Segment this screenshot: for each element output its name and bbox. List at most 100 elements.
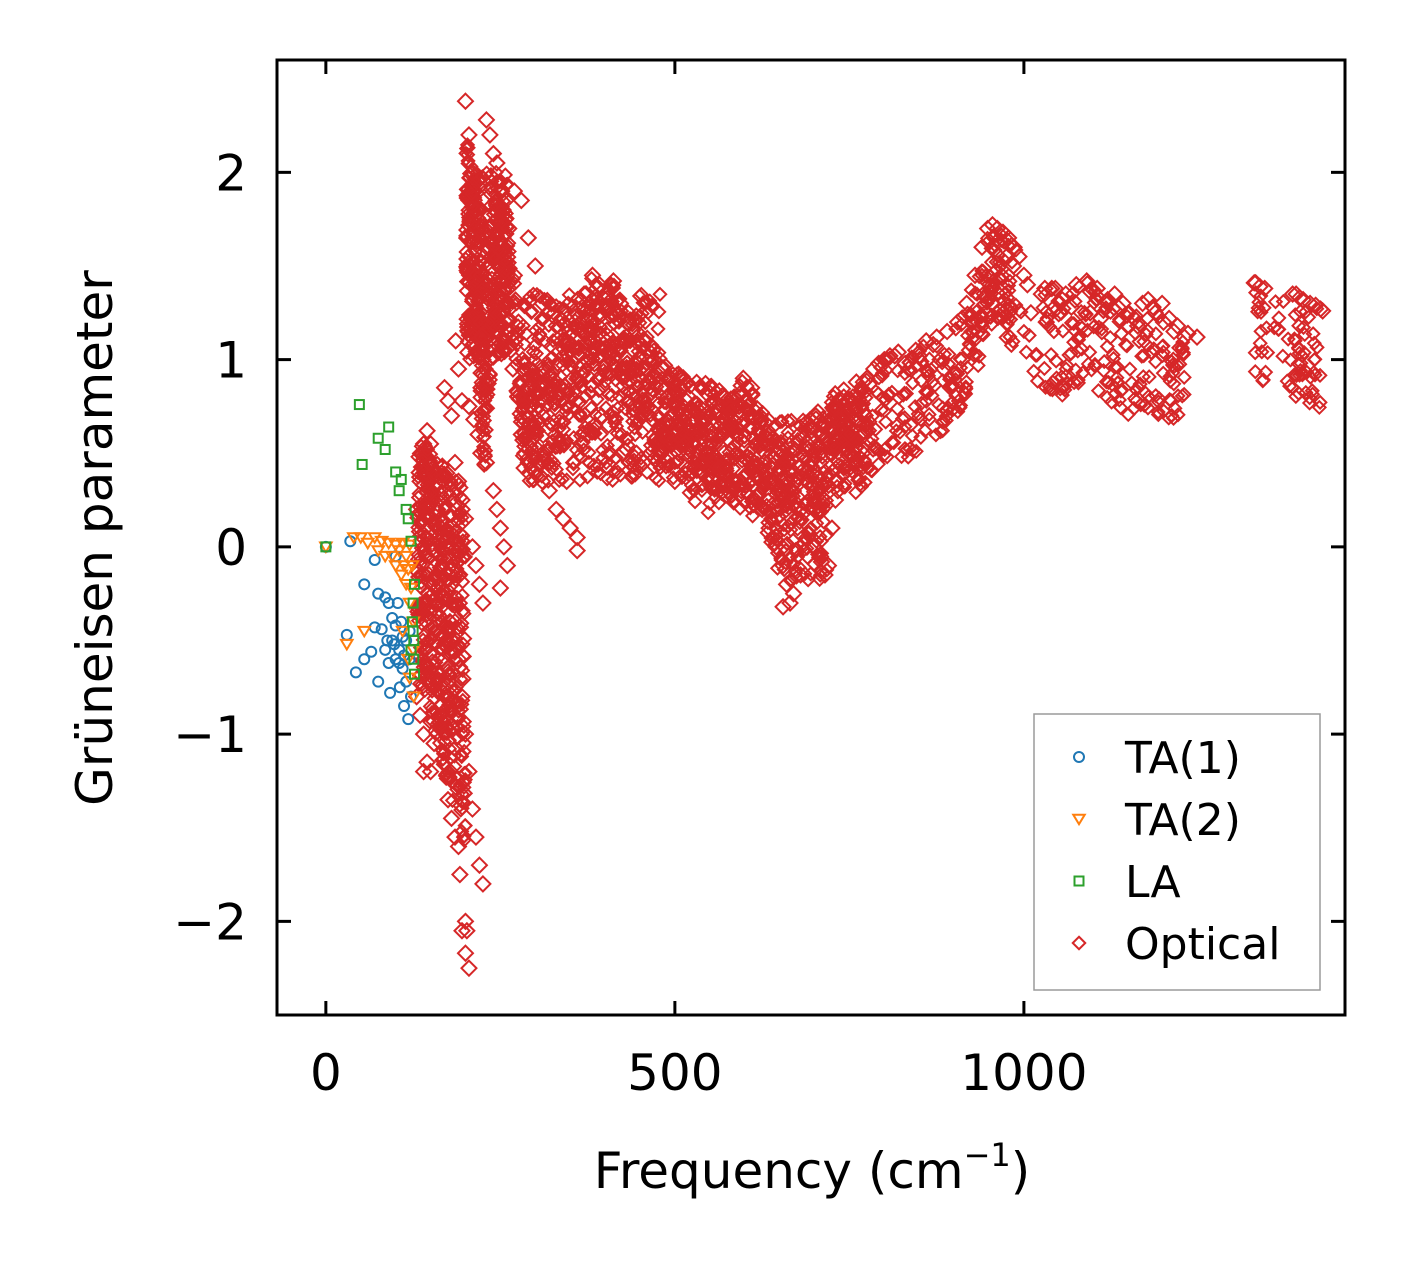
optical-point (487, 500, 506, 519)
ta1-point (365, 645, 378, 658)
optical-point (431, 559, 447, 576)
optical-point (604, 340, 620, 356)
optical-point (414, 452, 431, 469)
x-axis-label-superscript: −1 (964, 1136, 1011, 1174)
optical-point (843, 388, 862, 406)
optical-point (473, 329, 489, 345)
optical-point (654, 420, 671, 436)
optical-point (483, 247, 501, 266)
optical-point (773, 433, 789, 450)
optical-point (1110, 359, 1126, 375)
optical-point (453, 687, 471, 706)
optical-point (1077, 272, 1096, 290)
optical-point (817, 429, 833, 445)
optical-point (1144, 298, 1162, 317)
optical-point (957, 294, 976, 313)
optical-point (864, 360, 883, 378)
optical-point (526, 257, 545, 275)
optical-point (578, 302, 594, 318)
optical-point (463, 163, 482, 182)
optical-point (423, 646, 439, 662)
optical-point (1151, 390, 1167, 407)
optical-point (958, 381, 974, 397)
optical-point (774, 597, 792, 616)
optical-point (1295, 319, 1312, 336)
optical-point (783, 412, 799, 428)
optical-point (477, 448, 494, 464)
optical-point (579, 469, 596, 485)
optical-point (1048, 302, 1064, 318)
legend-marker-optical (1071, 935, 1087, 951)
optical-point (435, 678, 454, 697)
optical-point (515, 444, 534, 463)
optical-point (859, 420, 875, 436)
optical-point (1000, 277, 1017, 294)
optical-point (474, 350, 492, 369)
optical-point (1150, 404, 1166, 420)
ta2-point (346, 532, 362, 545)
optical-point (687, 494, 703, 510)
optical-point (1257, 364, 1274, 380)
optical-point (618, 313, 637, 332)
optical-point (436, 755, 452, 772)
optical-point (854, 400, 870, 416)
optical-point (721, 416, 738, 432)
optical-point (499, 219, 518, 238)
optical-point (554, 509, 573, 528)
optical-point (581, 420, 597, 437)
optical-point (791, 566, 810, 584)
optical-point (802, 421, 821, 440)
optical-point (1081, 303, 1100, 322)
optical-point (960, 341, 979, 360)
optical-point (551, 389, 568, 405)
optical-point (482, 367, 499, 383)
optical-point (442, 406, 461, 425)
optical-point (468, 235, 485, 251)
optical-point (557, 331, 576, 350)
optical-point (564, 453, 583, 472)
optical-point (491, 303, 510, 322)
optical-point (681, 485, 697, 501)
optical-point (608, 450, 624, 466)
optical-point (814, 548, 830, 565)
optical-point (1266, 320, 1282, 336)
optical-point (763, 475, 779, 492)
optical-point (717, 459, 733, 476)
optical-point (665, 391, 684, 410)
optical-point (767, 537, 786, 556)
ta1-point (372, 675, 385, 688)
optical-point (899, 360, 918, 378)
optical-point (407, 687, 426, 706)
optical-point (780, 495, 796, 512)
ta2-point (339, 638, 355, 652)
optical-point (898, 442, 915, 458)
optical-point (823, 519, 841, 538)
x-tick-label: 1000 (960, 1044, 1087, 1102)
optical-point (1102, 329, 1118, 346)
optical-point (548, 354, 567, 373)
optical-point (414, 725, 433, 744)
optical-point (1247, 364, 1263, 380)
optical-point (600, 386, 616, 402)
plot-frame (275, 58, 1347, 1017)
optical-point (721, 478, 740, 496)
optical-point (874, 368, 890, 384)
optical-point (808, 494, 824, 510)
optical-point (469, 425, 487, 444)
optical-point (818, 474, 835, 490)
optical-point (999, 316, 1015, 333)
optical-point (706, 480, 722, 496)
optical-point (450, 730, 466, 746)
optical-point (871, 442, 887, 459)
optical-point (446, 453, 464, 472)
optical-point (867, 441, 884, 457)
optical-point (652, 286, 668, 302)
optical-point (443, 613, 459, 630)
optical-point (439, 766, 455, 782)
legend-marker-ta-1 (1073, 751, 1085, 763)
optical-point (467, 272, 483, 289)
optical-point (1070, 343, 1086, 359)
optical-point (819, 556, 838, 575)
optical-point (432, 519, 450, 538)
optical-point (449, 472, 468, 491)
